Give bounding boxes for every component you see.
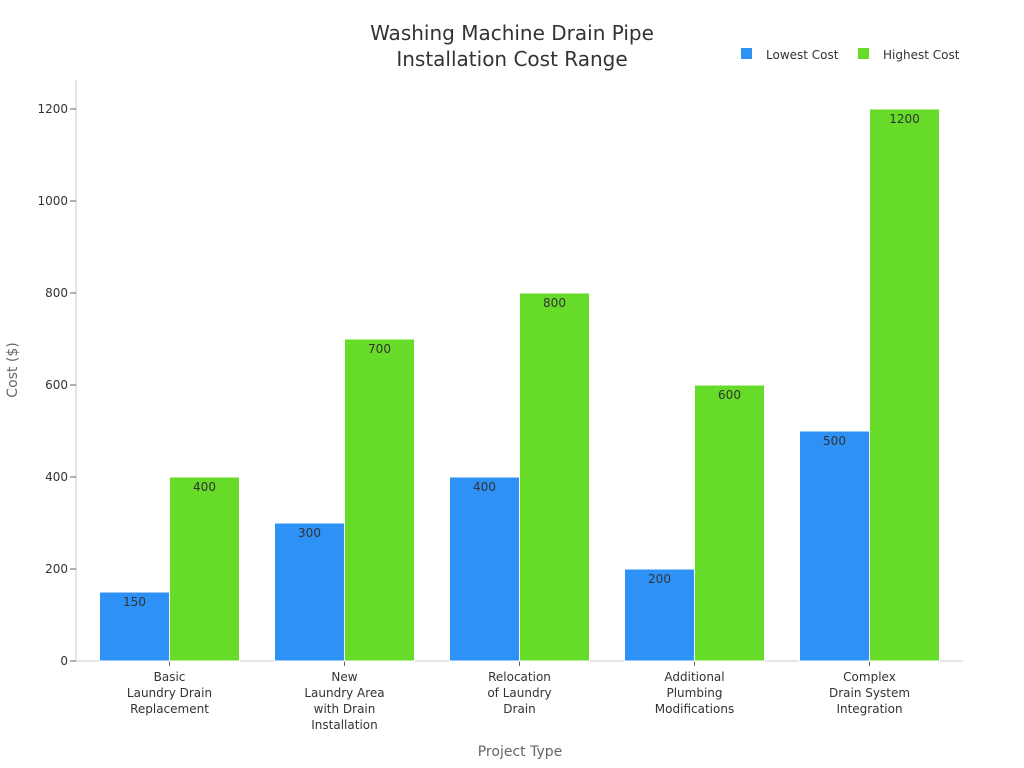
y-tick-label: 1200 bbox=[37, 102, 68, 116]
bar bbox=[99, 591, 170, 662]
bar-value-label: 400 bbox=[193, 480, 216, 494]
y-tick-label: 400 bbox=[45, 470, 68, 484]
y-tick-label: 200 bbox=[45, 562, 68, 576]
legend-swatch bbox=[858, 48, 869, 59]
x-tick-label-line: with Drain bbox=[314, 702, 376, 716]
legend-label: Lowest Cost bbox=[766, 48, 839, 62]
bar-value-label: 150 bbox=[123, 595, 146, 609]
y-axis-label: Cost ($) bbox=[5, 342, 21, 397]
x-tick-label: Complex Drain System Integration bbox=[829, 670, 910, 716]
x-tick-label-line: Relocation bbox=[488, 670, 551, 684]
data-labels: 150 400 300 700 400 800 200 600 500 1200 bbox=[123, 112, 920, 609]
x-tick-label-line: Laundry Drain bbox=[127, 686, 212, 700]
x-tick-label-line: Installation bbox=[311, 718, 377, 732]
x-tick-label-line: of Laundry bbox=[487, 686, 551, 700]
x-tick-label-line: Complex bbox=[843, 670, 896, 684]
x-axis-label: Project Type bbox=[478, 744, 563, 760]
bar bbox=[169, 476, 240, 662]
y-tick-label: 800 bbox=[45, 286, 68, 300]
legend-swatch bbox=[741, 48, 752, 59]
bar-value-label: 300 bbox=[298, 526, 321, 540]
x-tick-label-line: Basic bbox=[154, 670, 186, 684]
x-tick-label-line: Laundry Area bbox=[304, 686, 384, 700]
x-tick-label: Basic Laundry Drain Replacement bbox=[127, 670, 212, 716]
x-tick-label-line: Modifications bbox=[655, 702, 734, 716]
legend-label: Highest Cost bbox=[883, 48, 960, 62]
x-tick-label: New Laundry Area with Drain Installation bbox=[304, 670, 384, 732]
bar-value-label: 600 bbox=[718, 388, 741, 402]
y-tick-label: 0 bbox=[60, 654, 68, 668]
x-tick-label: Relocation of Laundry Drain bbox=[487, 670, 551, 716]
x-tick-label-line: New bbox=[331, 670, 357, 684]
axes: 0 200 400 600 800 1000 1200 Basic Laundry Drain R… bbox=[37, 80, 963, 732]
bar-value-label: 500 bbox=[823, 434, 846, 448]
x-tick-label-line: Additional bbox=[664, 670, 724, 684]
x-tick-label-line: Plumbing bbox=[666, 686, 722, 700]
bar bbox=[449, 476, 520, 662]
x-tick-label-line: Replacement bbox=[130, 702, 209, 716]
bars bbox=[99, 108, 940, 662]
bar-value-label: 1200 bbox=[889, 112, 920, 126]
chart-title-line: Washing Machine Drain Pipe bbox=[370, 21, 654, 45]
bar bbox=[624, 568, 695, 662]
bar-value-label: 400 bbox=[473, 480, 496, 494]
bar bbox=[274, 522, 345, 662]
bar bbox=[344, 338, 415, 662]
x-tick-label-line: Integration bbox=[836, 702, 902, 716]
bar bbox=[799, 430, 870, 662]
y-tick-label: 1000 bbox=[37, 194, 68, 208]
x-tick-label: Additional Plumbing Modifications bbox=[655, 670, 734, 716]
bar bbox=[869, 108, 940, 662]
bar-value-label: 200 bbox=[648, 572, 671, 586]
legend: Lowest Cost Highest Cost bbox=[741, 48, 960, 62]
bar bbox=[519, 292, 590, 662]
x-tick-label-line: Drain bbox=[503, 702, 535, 716]
bar-value-label: 800 bbox=[543, 296, 566, 310]
y-tick-label: 600 bbox=[45, 378, 68, 392]
x-tick-label-line: Drain System bbox=[829, 686, 910, 700]
bar bbox=[694, 384, 765, 662]
bar-value-label: 700 bbox=[368, 342, 391, 356]
chart-title-line: Installation Cost Range bbox=[396, 47, 627, 71]
